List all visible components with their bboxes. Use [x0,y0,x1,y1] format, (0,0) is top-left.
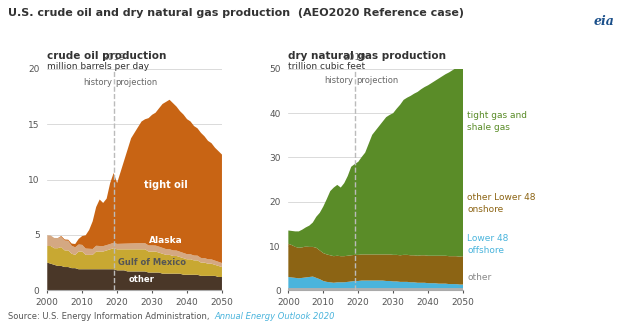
Text: other: other [467,273,491,282]
Text: projection: projection [357,75,399,85]
Text: projection: projection [115,78,158,87]
Text: 2019: 2019 [343,53,366,62]
Text: Lower 48
offshore: Lower 48 offshore [467,234,509,255]
Text: tight gas and
shale gas: tight gas and shale gas [467,111,527,132]
Text: other Lower 48
onshore: other Lower 48 onshore [467,193,536,214]
Text: trillion cubic feet: trillion cubic feet [289,62,365,71]
Text: other: other [129,275,154,284]
Text: eia: eia [593,15,614,28]
Text: Source: U.S. Energy Information Administration,: Source: U.S. Energy Information Administ… [8,312,212,321]
Text: U.S. crude oil and dry natural gas production  (AEO2020 Reference case): U.S. crude oil and dry natural gas produ… [8,8,464,18]
Text: Gulf of Mexico: Gulf of Mexico [118,258,186,267]
Text: history: history [83,78,112,87]
Text: 2019: 2019 [102,53,125,62]
Text: Annual Energy Outlook 2020: Annual Energy Outlook 2020 [214,312,335,321]
Text: Alaska: Alaska [149,236,183,245]
Text: history: history [324,75,353,85]
Text: crude oil production: crude oil production [47,51,166,61]
Text: tight oil: tight oil [144,180,188,190]
Text: million barrels per day: million barrels per day [47,62,149,71]
Text: dry natural gas production: dry natural gas production [289,51,446,61]
